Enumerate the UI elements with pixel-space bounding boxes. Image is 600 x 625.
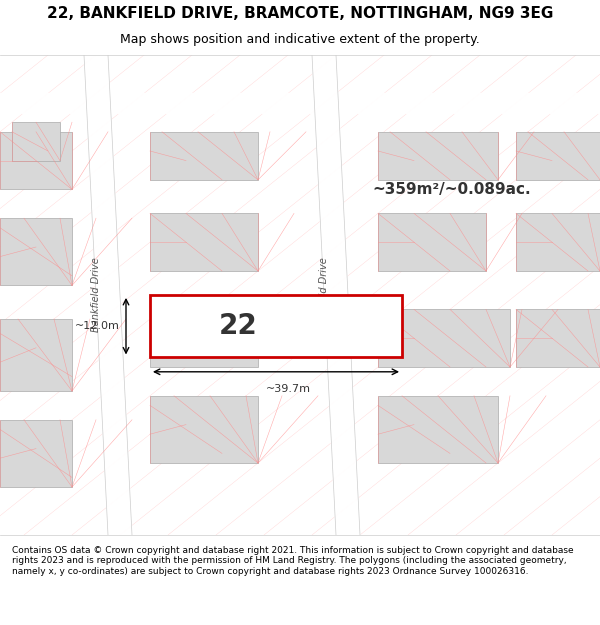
Bar [516, 132, 600, 180]
Bar [378, 396, 498, 463]
Text: Contains OS data © Crown copyright and database right 2021. This information is : Contains OS data © Crown copyright and d… [12, 546, 574, 576]
Text: Bankfield Drive: Bankfield Drive [91, 258, 101, 332]
Text: ~359m²/~0.089ac.: ~359m²/~0.089ac. [372, 182, 530, 197]
Bar [150, 309, 258, 367]
Bar [0, 132, 72, 189]
Bar [150, 396, 258, 463]
Polygon shape [84, 55, 132, 535]
Polygon shape [312, 55, 360, 535]
Text: 22: 22 [219, 312, 257, 340]
Polygon shape [0, 93, 600, 112]
Bar [0, 319, 72, 391]
Bar [0, 420, 72, 487]
Bar [378, 132, 498, 180]
Bar [12, 122, 60, 161]
Bar [378, 213, 486, 271]
Text: ~12.0m: ~12.0m [75, 321, 120, 331]
Bar [150, 295, 402, 358]
Text: Bankfield Drive: Bankfield Drive [319, 258, 329, 332]
Text: ~39.7m: ~39.7m [266, 384, 311, 394]
Text: 22, BANKFIELD DRIVE, BRAMCOTE, NOTTINGHAM, NG9 3EG: 22, BANKFIELD DRIVE, BRAMCOTE, NOTTINGHA… [47, 6, 553, 21]
Bar [0, 218, 72, 286]
Bar [378, 309, 510, 367]
Text: Map shows position and indicative extent of the property.: Map shows position and indicative extent… [120, 33, 480, 46]
Bar [150, 213, 258, 271]
Bar [150, 132, 258, 180]
Bar [516, 309, 600, 367]
Bar [516, 213, 600, 271]
